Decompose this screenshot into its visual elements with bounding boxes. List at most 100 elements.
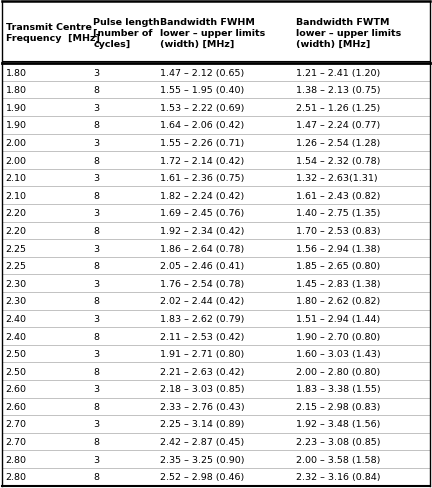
Text: 3: 3 — [93, 279, 99, 288]
Text: 2.15 – 2.98 (0.83): 2.15 – 2.98 (0.83) — [296, 402, 381, 411]
Text: 8: 8 — [93, 402, 99, 411]
Text: 1.26 – 2.54 (1.28): 1.26 – 2.54 (1.28) — [296, 139, 381, 148]
Text: 1.90: 1.90 — [6, 103, 27, 113]
Text: 1.72 – 2.14 (0.42): 1.72 – 2.14 (0.42) — [159, 156, 244, 165]
Bar — [2, 64, 430, 81]
Text: 2.00 – 2.80 (0.80): 2.00 – 2.80 (0.80) — [296, 367, 381, 376]
Text: 8: 8 — [93, 156, 99, 165]
Text: 3: 3 — [93, 385, 99, 393]
Bar — [2, 363, 430, 380]
Text: 3: 3 — [93, 209, 99, 218]
Text: 3: 3 — [93, 174, 99, 183]
Text: 3: 3 — [93, 420, 99, 428]
Text: 1.83 – 3.38 (1.55): 1.83 – 3.38 (1.55) — [296, 385, 381, 393]
Text: 2.10: 2.10 — [6, 191, 27, 201]
Text: 1.47 – 2.12 (0.65): 1.47 – 2.12 (0.65) — [159, 68, 244, 78]
Text: 2.00: 2.00 — [6, 156, 27, 165]
Text: 2.00 – 3.58 (1.58): 2.00 – 3.58 (1.58) — [296, 455, 381, 464]
Text: 3: 3 — [93, 244, 99, 253]
Text: 8: 8 — [93, 332, 99, 341]
Text: 2.00: 2.00 — [6, 139, 27, 148]
Bar — [2, 380, 430, 398]
Text: 2.23 – 3.08 (0.85): 2.23 – 3.08 (0.85) — [296, 437, 381, 446]
Text: 8: 8 — [93, 367, 99, 376]
Bar — [2, 117, 430, 134]
Text: 2.80: 2.80 — [6, 455, 27, 464]
Text: 1.21 – 2.41 (1.20): 1.21 – 2.41 (1.20) — [296, 68, 381, 78]
Bar — [2, 292, 430, 310]
Bar — [2, 275, 430, 292]
Text: 1.40 – 2.75 (1.35): 1.40 – 2.75 (1.35) — [296, 209, 381, 218]
Bar — [2, 204, 430, 222]
Bar — [2, 169, 430, 187]
Text: 2.40: 2.40 — [6, 332, 27, 341]
Text: 2.51 – 1.26 (1.25): 2.51 – 1.26 (1.25) — [296, 103, 381, 113]
Text: 1.86 – 2.64 (0.78): 1.86 – 2.64 (0.78) — [159, 244, 244, 253]
Text: 1.83 – 2.62 (0.79): 1.83 – 2.62 (0.79) — [159, 314, 244, 323]
Text: 1.80: 1.80 — [6, 86, 27, 95]
Text: 2.32 – 3.16 (0.84): 2.32 – 3.16 (0.84) — [296, 472, 381, 481]
Text: 2.25: 2.25 — [6, 244, 27, 253]
Text: 3: 3 — [93, 349, 99, 358]
Text: 1.70 – 2.53 (0.83): 1.70 – 2.53 (0.83) — [296, 226, 381, 236]
Bar — [2, 468, 430, 486]
Text: 1.90 – 2.70 (0.80): 1.90 – 2.70 (0.80) — [296, 332, 381, 341]
Text: Pulse length
[number of
cycles]: Pulse length [number of cycles] — [93, 18, 160, 48]
Text: Bandwidth FWHM
lower – upper limits
(width) [MHz]: Bandwidth FWHM lower – upper limits (wid… — [159, 18, 265, 48]
Text: 1.92 – 2.34 (0.42): 1.92 – 2.34 (0.42) — [159, 226, 244, 236]
Bar — [2, 415, 430, 433]
Text: 1.51 – 2.94 (1.44): 1.51 – 2.94 (1.44) — [296, 314, 381, 323]
Bar — [2, 2, 430, 64]
Text: 2.35 – 3.25 (0.90): 2.35 – 3.25 (0.90) — [159, 455, 244, 464]
Bar — [2, 222, 430, 240]
Text: 1.90: 1.90 — [6, 121, 27, 130]
Text: 2.20: 2.20 — [6, 226, 27, 236]
Text: 3: 3 — [93, 314, 99, 323]
Text: 1.45 – 2.83 (1.38): 1.45 – 2.83 (1.38) — [296, 279, 381, 288]
Text: 1.69 – 2.45 (0.76): 1.69 – 2.45 (0.76) — [159, 209, 244, 218]
Text: 1.80: 1.80 — [6, 68, 27, 78]
Bar — [2, 327, 430, 345]
Text: 1.53 – 2.22 (0.69): 1.53 – 2.22 (0.69) — [159, 103, 244, 113]
Text: 1.61 – 2.43 (0.82): 1.61 – 2.43 (0.82) — [296, 191, 381, 201]
Text: 1.61 – 2.36 (0.75): 1.61 – 2.36 (0.75) — [159, 174, 244, 183]
Bar — [2, 99, 430, 117]
Text: 3: 3 — [93, 103, 99, 113]
Text: 2.50: 2.50 — [6, 367, 27, 376]
Text: 1.80 – 2.62 (0.82): 1.80 – 2.62 (0.82) — [296, 297, 381, 305]
Text: 1.56 – 2.94 (1.38): 1.56 – 2.94 (1.38) — [296, 244, 381, 253]
Text: 2.40: 2.40 — [6, 314, 27, 323]
Text: 2.02 – 2.44 (0.42): 2.02 – 2.44 (0.42) — [159, 297, 244, 305]
Text: 2.60: 2.60 — [6, 385, 27, 393]
Text: 2.70: 2.70 — [6, 420, 27, 428]
Text: 1.38 – 2.13 (0.75): 1.38 – 2.13 (0.75) — [296, 86, 381, 95]
Text: 2.10: 2.10 — [6, 174, 27, 183]
Text: 1.85 – 2.65 (0.80): 1.85 – 2.65 (0.80) — [296, 262, 381, 270]
Text: 3: 3 — [93, 455, 99, 464]
Text: 2.33 – 2.76 (0.43): 2.33 – 2.76 (0.43) — [159, 402, 244, 411]
Text: 1.92 – 3.48 (1.56): 1.92 – 3.48 (1.56) — [296, 420, 381, 428]
Text: 8: 8 — [93, 472, 99, 481]
Bar — [2, 345, 430, 363]
Bar — [2, 134, 430, 152]
Text: 1.55 – 2.26 (0.71): 1.55 – 2.26 (0.71) — [159, 139, 244, 148]
Text: 2.60: 2.60 — [6, 402, 27, 411]
Text: 2.50: 2.50 — [6, 349, 27, 358]
Text: Bandwidth FWTM
lower – upper limits
(width) [MHz]: Bandwidth FWTM lower – upper limits (wid… — [296, 18, 402, 48]
Text: 1.55 – 1.95 (0.40): 1.55 – 1.95 (0.40) — [159, 86, 244, 95]
Text: 3: 3 — [93, 68, 99, 78]
Text: 1.91 – 2.71 (0.80): 1.91 – 2.71 (0.80) — [159, 349, 244, 358]
Text: 8: 8 — [93, 437, 99, 446]
Bar — [2, 257, 430, 275]
Text: 8: 8 — [93, 86, 99, 95]
Text: Transmit Centre
Frequency  [MHz]: Transmit Centre Frequency [MHz] — [6, 23, 100, 43]
Text: 2.05 – 2.46 (0.41): 2.05 – 2.46 (0.41) — [159, 262, 244, 270]
Bar — [2, 433, 430, 450]
Bar — [2, 187, 430, 204]
Text: 8: 8 — [93, 121, 99, 130]
Text: 2.21 – 2.63 (0.42): 2.21 – 2.63 (0.42) — [159, 367, 244, 376]
Text: 1.32 – 2.63(1.31): 1.32 – 2.63(1.31) — [296, 174, 378, 183]
Text: 8: 8 — [93, 262, 99, 270]
Text: 2.11 – 2.53 (0.42): 2.11 – 2.53 (0.42) — [159, 332, 244, 341]
Text: 8: 8 — [93, 226, 99, 236]
